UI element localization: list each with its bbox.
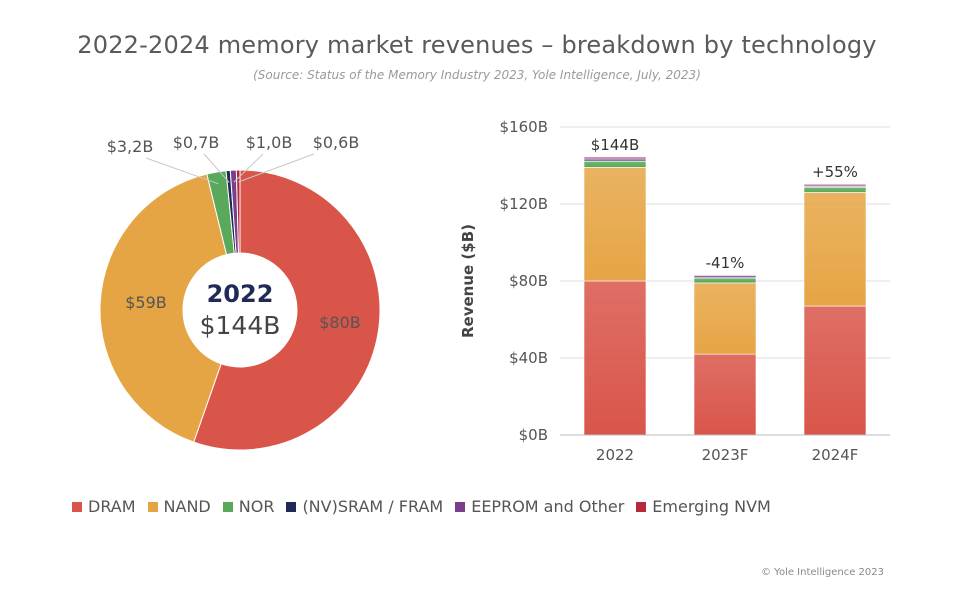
legend-item-eeprom-and-other: EEPROM and Other	[455, 497, 624, 516]
x-tick-label: 2023F	[702, 446, 749, 464]
pie-label-nor: $3,2B	[107, 137, 154, 156]
pie-label-nand: $59B	[125, 293, 167, 312]
chart-title: 2022-2024 memory market revenues – break…	[77, 31, 877, 59]
donut-chart: 2022 $144B $80B $59B $3,2B $0,7B $1,0B $0,6B	[99, 133, 381, 451]
bar-top-label: +55%	[812, 163, 858, 181]
bar-top-label: -41%	[706, 254, 745, 272]
legend-label: DRAM	[88, 497, 136, 516]
bar-segment-nand-2022	[583, 167, 647, 282]
leader-line	[203, 153, 230, 183]
legend-swatch	[72, 501, 82, 512]
bar-segment-nor-2023f	[693, 277, 757, 284]
bar-segment-nand-2024f	[803, 192, 867, 307]
y-tick-label: $160B	[500, 118, 548, 136]
bar-segment-emerging-nvm-2024f	[803, 183, 867, 186]
donut-center-total: $144B	[200, 311, 281, 340]
donut-center-year: 2022	[207, 280, 274, 308]
pie-label-nv-sram-fram: $0,7B	[173, 133, 220, 152]
bar-segment-emerging-nvm-2022	[583, 156, 647, 159]
bar-segment-dram-2023f	[693, 353, 757, 436]
chart-subtitle: (Source: Status of the Memory Industry 2…	[253, 68, 701, 82]
copyright-footer: © Yole Intelligence 2023	[761, 567, 884, 578]
legend-item-dram: DRAM	[72, 497, 136, 516]
legend-label: NOR	[238, 497, 275, 516]
bar-segment-nand-2023f	[693, 282, 757, 355]
y-tick-label: $0B	[519, 426, 548, 444]
stacked-bar-chart: $0B $40B $80B $120B $160B Revenue ($B) $144B 20…	[459, 118, 890, 464]
bar-segment-emerging-nvm-2023f	[693, 274, 757, 276]
x-tick-label: 2022	[596, 446, 634, 464]
bar-segment-dram-2024f	[803, 305, 867, 436]
y-tick-label: $120B	[500, 195, 548, 213]
legend-label: NAND	[163, 497, 211, 516]
bar-segment-nor-2024f	[803, 187, 867, 193]
legend-swatch	[147, 501, 158, 512]
leader-line	[233, 153, 264, 183]
bar-segment-dram-2022	[583, 280, 647, 436]
donut-hole	[183, 253, 297, 367]
leader-line	[238, 153, 315, 183]
legend-label: Emerging NVM	[652, 497, 771, 516]
legend-swatch	[455, 501, 466, 512]
legend-item-nor: NOR	[222, 497, 275, 516]
legend-item-nv-sram-fram: (NV)SRAM / FRAM	[286, 497, 443, 516]
leader-line	[145, 157, 219, 185]
bar-top-label: $144B	[591, 136, 639, 154]
legend-label: (NV)SRAM / FRAM	[302, 497, 444, 516]
y-axis-label: Revenue ($B)	[459, 224, 477, 338]
legend-item-emerging-nvm: Emerging NVM	[636, 497, 771, 516]
legend-swatch	[286, 501, 297, 512]
y-tick-label: $80B	[509, 272, 548, 290]
bar-segment-nor-2022	[583, 160, 647, 168]
y-tick-label: $40B	[509, 349, 548, 367]
legend: DRAM NAND NOR (NV)SRAM / FRAM EEPROM and Oth…	[72, 497, 771, 516]
pie-label-dram: $80B	[319, 313, 361, 332]
legend-swatch	[222, 501, 233, 512]
legend-item-nand: NAND	[147, 497, 211, 516]
pie-label-eeprom-and-other: $1,0B	[246, 133, 293, 152]
x-tick-label: 2024F	[812, 446, 859, 464]
legend-swatch	[636, 501, 647, 512]
legend-label: EEPROM and Other	[471, 497, 625, 516]
pie-label-emerging-nvm: $0,6B	[313, 133, 360, 152]
